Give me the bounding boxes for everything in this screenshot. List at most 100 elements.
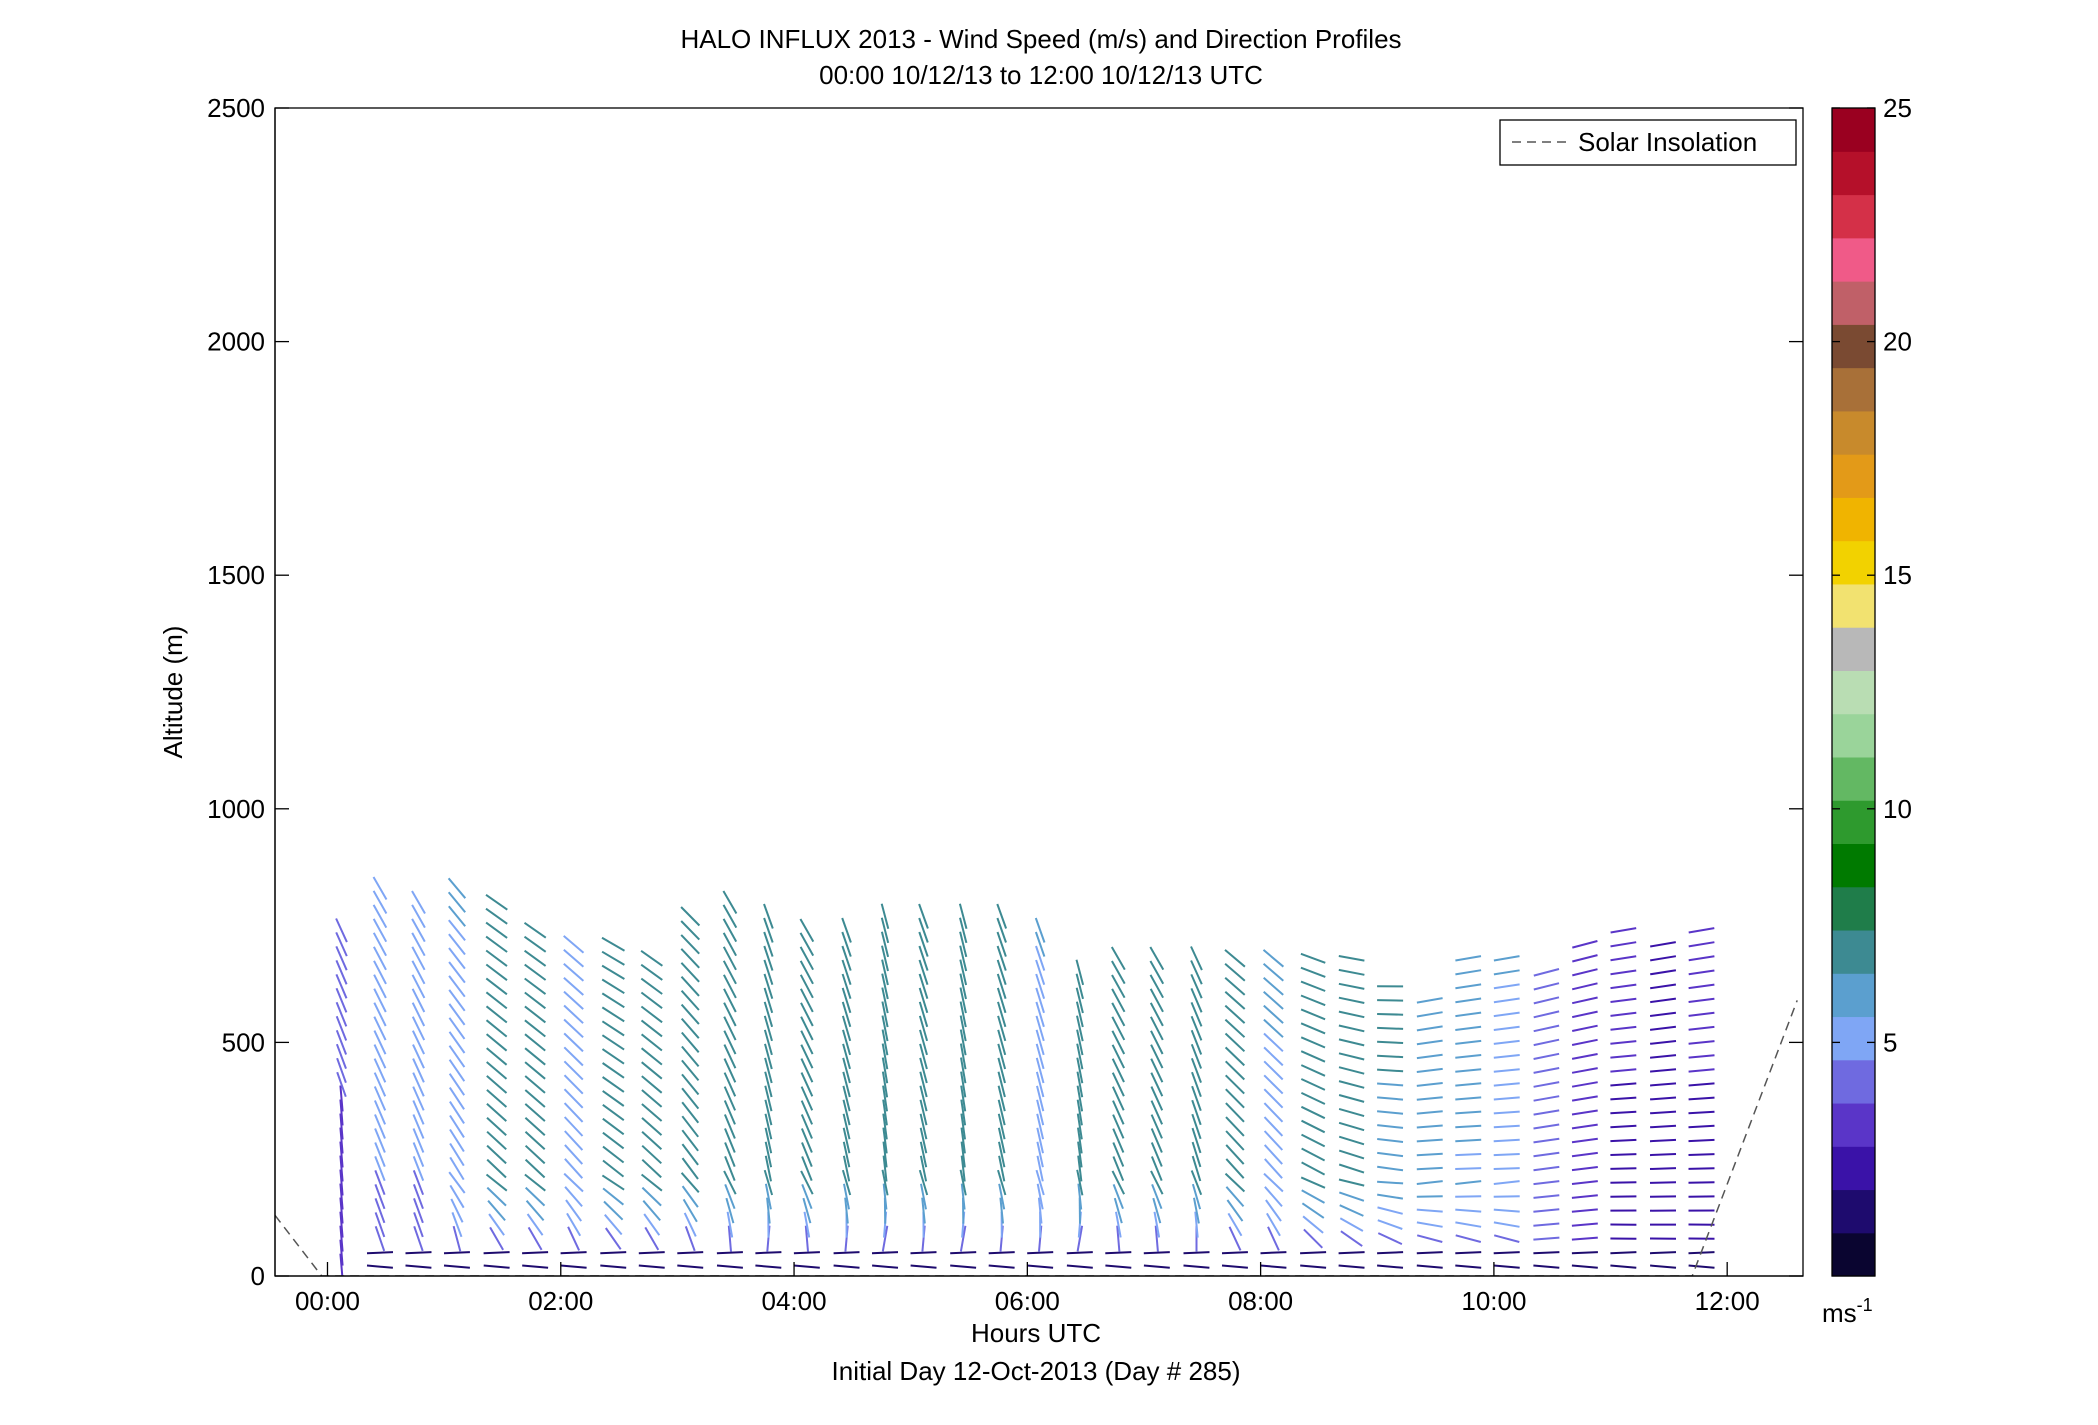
wind-barb [486,1047,508,1066]
wind-barb [1650,1054,1677,1059]
wind-barb [1037,1197,1043,1224]
wind-barb [1150,1142,1163,1167]
wind-barb [1455,983,1482,990]
wind-barb [1610,1153,1637,1156]
wind-barb [1416,1082,1443,1087]
wind-barb [1455,997,1482,1004]
wind-barb [485,977,508,996]
wind-barb [723,1114,736,1139]
wind-barb [1455,1082,1482,1087]
chart-subtitle: 00:00 10/12/13 to 12:00 10/12/13 UTC [819,60,1263,90]
wind-profile [1649,941,1677,1269]
wind-barb [374,1156,386,1182]
wind-barb [1190,1043,1203,1069]
wind-profile [1533,968,1560,1269]
wind-barb [1150,1100,1164,1125]
wind-barb [1610,983,1637,990]
wind-barb [1300,1022,1326,1035]
wind-barb [842,1043,851,1070]
wind-profile [1416,997,1443,1269]
wind-barb [1224,1032,1246,1053]
wind-barb [1035,1057,1045,1084]
wind-barb [1111,1072,1125,1097]
wind-barb [448,1073,466,1096]
wind-barb [681,1087,700,1110]
wind-barb [919,1071,928,1098]
x-tick-label: 08:00 [1228,1286,1293,1316]
wind-barb [997,1113,1006,1140]
wind-profile [405,890,432,1269]
wind-barb [1150,1156,1163,1181]
wind-barb [960,1099,967,1126]
wind-barb [339,1155,344,1182]
wind-barb [680,948,700,969]
wind-barb [881,959,889,986]
wind-barb [1191,1071,1202,1098]
wind-barb [1338,1264,1365,1269]
wind-barb [1377,1264,1404,1269]
wind-barb [799,960,814,985]
wind-barb [1571,1151,1598,1158]
colorbar-cell [1832,497,1875,542]
wind-barb [448,1031,466,1054]
wind-barb [1455,1234,1482,1243]
wind-barb [1300,966,1326,978]
wind-barb [1610,1096,1637,1101]
wind-barb [411,946,426,971]
wind-barb [335,1015,348,1041]
wind-barb [1493,1096,1520,1101]
wind-barb [411,1002,426,1027]
wind-barb [918,973,929,1000]
wind-barb [801,1184,813,1210]
wind-barb [1649,1153,1677,1157]
wind-barb [602,1103,625,1122]
wind-barb [999,1197,1004,1224]
wind-barb [339,1141,344,1168]
wind-barb [1416,1234,1443,1243]
legend: Solar Insolation [1499,119,1797,166]
wind-barb [447,891,466,913]
colorbar-cell [1832,973,1875,1018]
legend-solar-label: Solar Insolation [1578,127,1757,157]
wind-barb [1571,1109,1598,1116]
wind-barb [603,1200,624,1221]
wind-barb [486,1103,507,1122]
wind-barb [681,1031,700,1053]
wind-barb [640,963,663,981]
wind-barb [1493,1195,1520,1198]
wind-barb [1110,946,1126,971]
wind-barb [998,1183,1006,1210]
wind-barb [764,1155,772,1182]
wind-barb [1300,1176,1326,1189]
wind-barb [1338,1251,1365,1255]
wind-barb [919,1141,928,1168]
wind-barb [1340,1230,1363,1247]
wind-barb [1338,1191,1365,1202]
wind-barb [563,976,584,996]
wind-barb [959,973,967,1000]
wind-barb [335,1043,347,1069]
wind-barb [373,1044,387,1069]
wind-barb [1076,1169,1084,1196]
wind-barb [1224,1046,1245,1067]
wind-barb [997,1127,1006,1154]
wind-barb [1077,1127,1083,1154]
wind-barb [527,1226,543,1251]
wind-barb [1224,1004,1246,1024]
wind-barb [1228,1226,1242,1251]
wind-barb [604,1214,623,1236]
colorbar-cell [1832,627,1875,671]
wind-barb [1263,1074,1284,1095]
wind-barb [1036,1141,1044,1168]
wind-barb [1688,1153,1715,1156]
wind-barb [844,1197,849,1224]
wind-barb [335,1029,348,1055]
wind-barb [1191,1183,1202,1210]
wind-barb [413,1225,424,1252]
wind-barb [724,1142,736,1167]
wind-barb [1688,1096,1715,1101]
wind-barb [1035,1029,1045,1056]
wind-barb [833,1251,860,1255]
wind-barb [799,918,815,943]
wind-barb [372,904,388,929]
